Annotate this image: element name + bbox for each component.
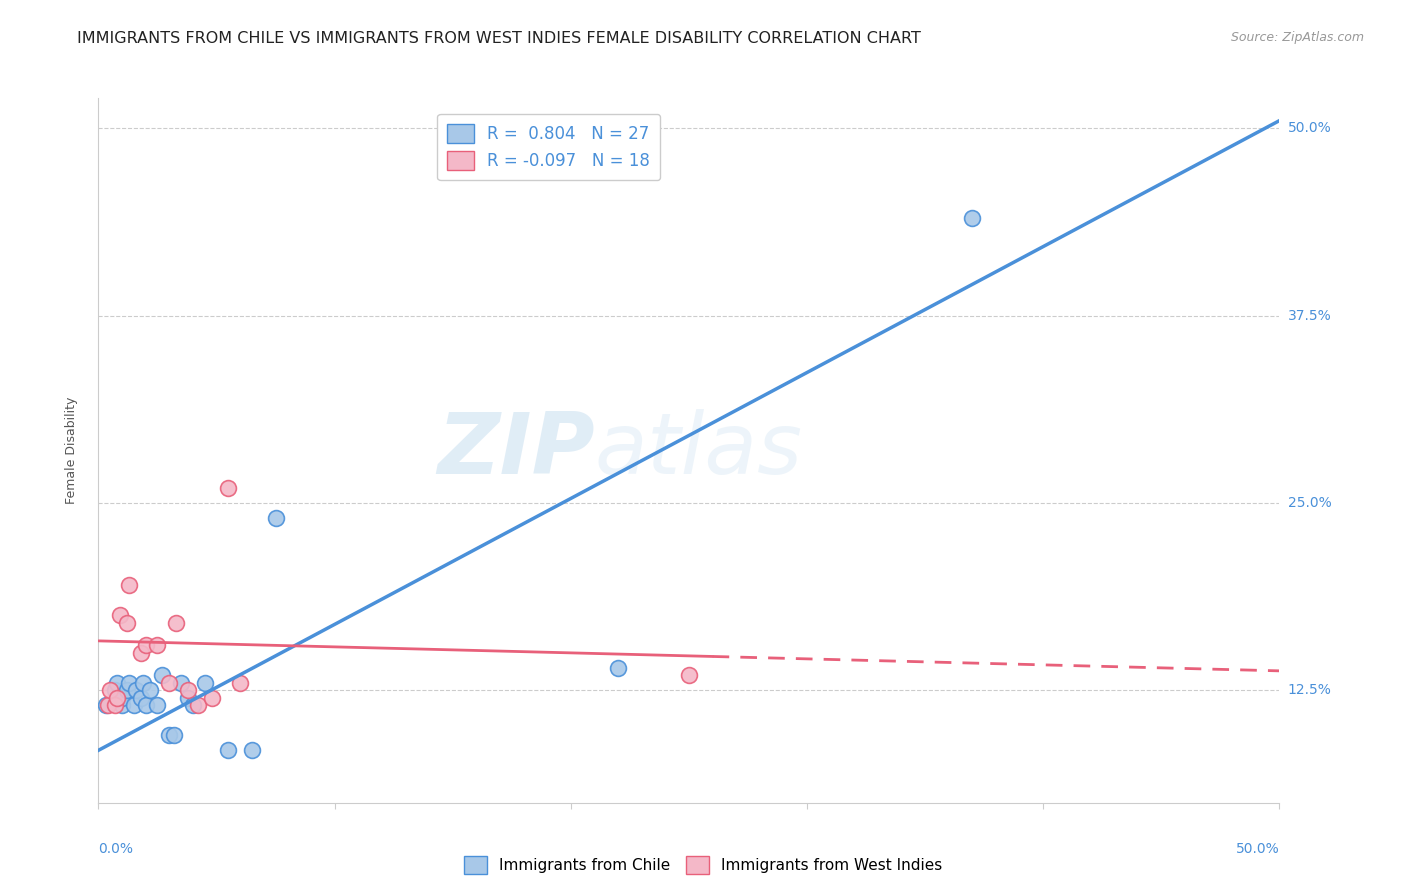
Point	[125, 683, 148, 698]
Point	[135, 698, 157, 713]
Point	[108, 608, 131, 623]
Legend: Immigrants from Chile, Immigrants from West Indies: Immigrants from Chile, Immigrants from W…	[458, 850, 948, 880]
Point	[177, 683, 200, 698]
Text: 12.5%: 12.5%	[1288, 683, 1331, 698]
Point	[122, 698, 145, 713]
Text: IMMIGRANTS FROM CHILE VS IMMIGRANTS FROM WEST INDIES FEMALE DISABILITY CORRELATI: IMMIGRANTS FROM CHILE VS IMMIGRANTS FROM…	[77, 31, 921, 46]
Point	[194, 676, 217, 690]
Point	[170, 676, 193, 690]
Point	[157, 676, 180, 690]
Text: 50.0%: 50.0%	[1236, 841, 1279, 855]
Point	[150, 668, 173, 682]
Point	[115, 683, 138, 698]
Point	[129, 690, 152, 705]
Point	[201, 690, 224, 705]
Point	[139, 683, 162, 698]
Point	[132, 676, 155, 690]
Text: atlas: atlas	[595, 409, 803, 492]
Point	[129, 646, 152, 660]
Point	[118, 578, 141, 592]
Text: 37.5%: 37.5%	[1288, 309, 1331, 323]
Text: 0.0%: 0.0%	[98, 841, 134, 855]
Point	[181, 698, 204, 713]
Point	[104, 683, 127, 698]
Point	[165, 615, 187, 630]
Point	[157, 728, 180, 742]
Text: 25.0%: 25.0%	[1288, 496, 1331, 510]
Point	[111, 690, 134, 705]
Point	[678, 668, 700, 682]
Point	[115, 615, 138, 630]
Point	[97, 698, 120, 713]
Point	[105, 676, 128, 690]
Point	[217, 481, 239, 495]
Text: 50.0%: 50.0%	[1288, 121, 1331, 135]
Legend: R =  0.804   N = 27, R = -0.097   N = 18: R = 0.804 N = 27, R = -0.097 N = 18	[437, 113, 661, 180]
Point	[177, 690, 200, 705]
Point	[105, 690, 128, 705]
Point	[118, 676, 141, 690]
Point	[98, 683, 121, 698]
Point	[264, 511, 287, 525]
Point	[962, 211, 984, 225]
Point	[111, 698, 134, 713]
Point	[240, 743, 263, 757]
Point	[146, 698, 169, 713]
Point	[135, 639, 157, 653]
Text: Source: ZipAtlas.com: Source: ZipAtlas.com	[1230, 31, 1364, 45]
Point	[187, 698, 209, 713]
Point	[104, 698, 127, 713]
Point	[108, 690, 131, 705]
Point	[94, 698, 117, 713]
Point	[607, 661, 630, 675]
Y-axis label: Female Disability: Female Disability	[65, 397, 77, 504]
Text: ZIP: ZIP	[437, 409, 595, 492]
Point	[229, 676, 252, 690]
Point	[146, 639, 169, 653]
Point	[163, 728, 186, 742]
Point	[217, 743, 239, 757]
